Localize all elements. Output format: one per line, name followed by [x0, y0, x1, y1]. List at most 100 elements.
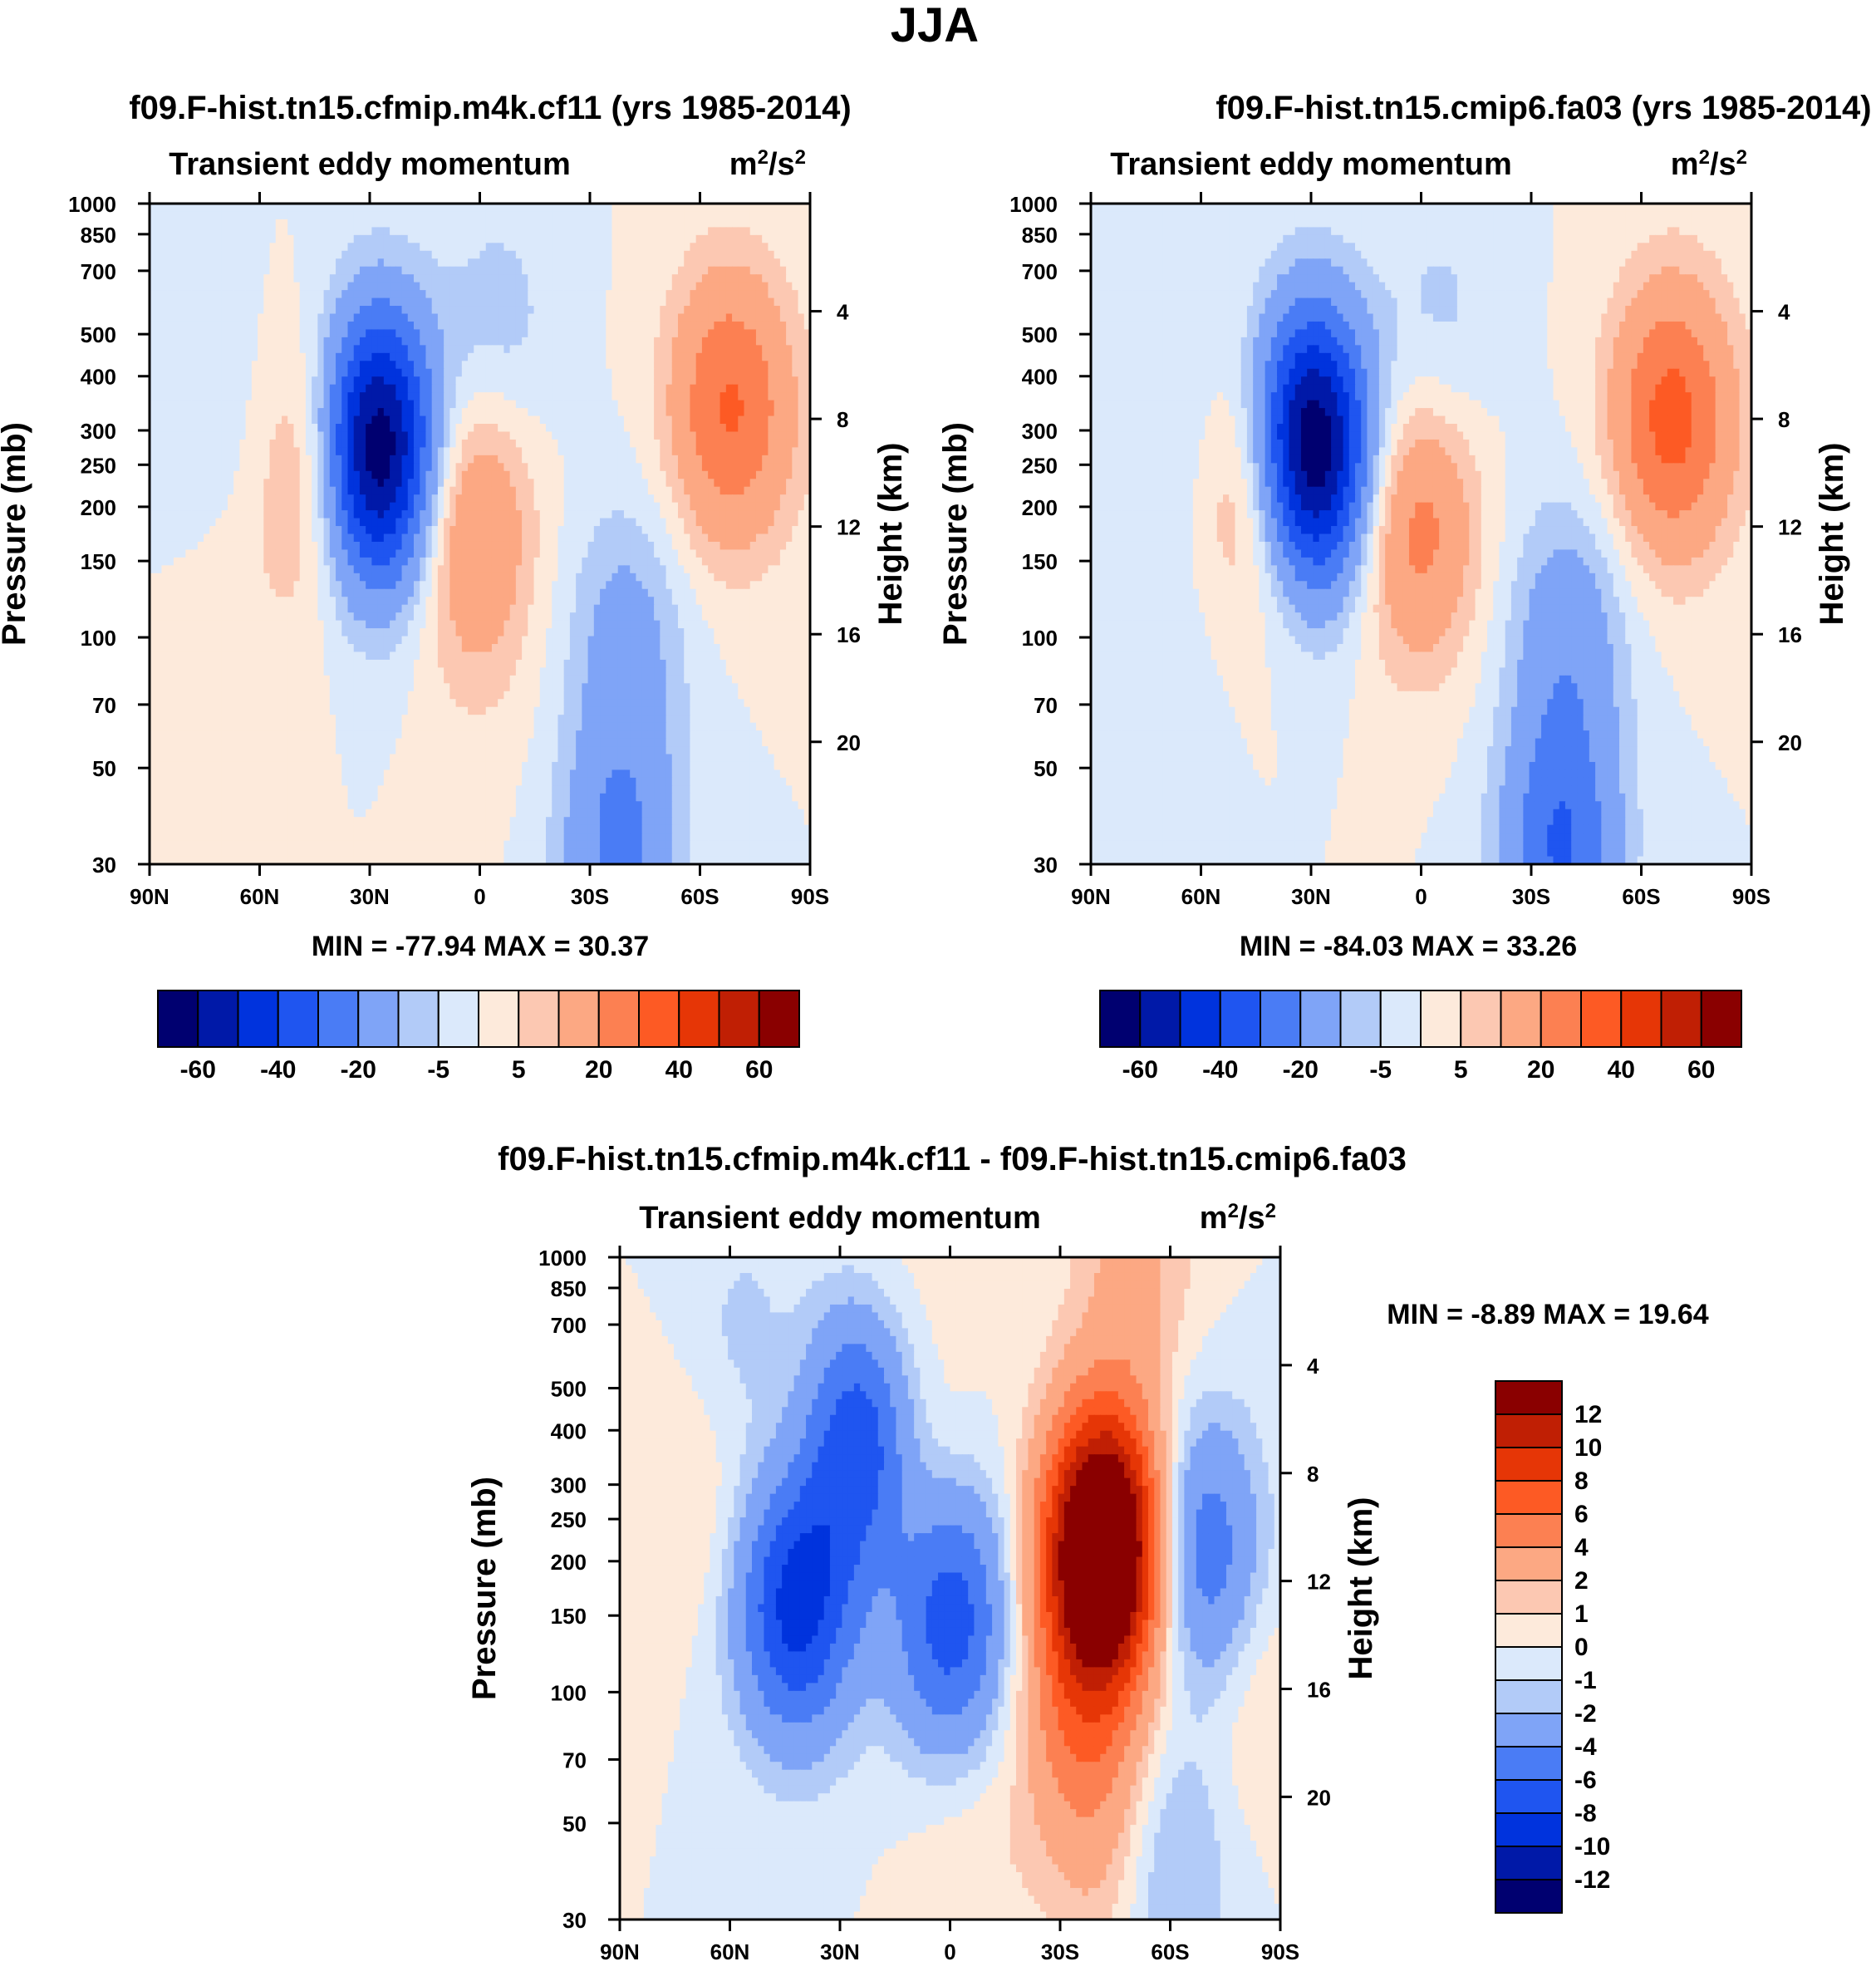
field-cell: [593, 204, 601, 213]
field-cell: [371, 463, 379, 472]
field-cell: [227, 400, 234, 409]
field-cell: [671, 518, 679, 527]
field-cell: [444, 431, 450, 440]
field-cell: [461, 376, 469, 386]
field-cell: [221, 313, 228, 322]
field-cell: [678, 282, 685, 291]
field-cell: [678, 541, 685, 551]
field-cell: [695, 479, 703, 488]
field-cell: [749, 227, 757, 236]
field-cell: [738, 313, 745, 322]
field-cell: [647, 282, 655, 291]
field-cell: [576, 518, 582, 527]
field-cell: [498, 470, 505, 479]
field-cell: [557, 234, 565, 243]
field-cell: [383, 306, 390, 315]
field-cell: [245, 361, 253, 370]
field-cell: [725, 384, 733, 393]
field-cell: [671, 282, 679, 291]
field-cell: [323, 313, 331, 322]
field-cell: [522, 204, 528, 213]
field-cell: [714, 376, 721, 386]
field-cell: [347, 455, 355, 464]
field-cell: [167, 486, 174, 495]
field-cell: [299, 439, 307, 448]
field-cell: [414, 376, 420, 386]
field-cell: [353, 400, 361, 409]
field-cell: [552, 400, 559, 409]
field-cell: [557, 274, 565, 283]
field-cell: [563, 518, 571, 527]
field-cell: [773, 329, 781, 338]
field-cell: [732, 368, 739, 377]
field-cell: [336, 243, 342, 252]
field-cell: [431, 204, 439, 213]
field-cell: [293, 337, 301, 346]
field-cell: [461, 368, 469, 377]
field-cell: [155, 290, 163, 299]
field-cell: [491, 297, 498, 307]
field-cell: [678, 502, 685, 511]
field-cell: [359, 470, 366, 479]
field-cell: [786, 219, 793, 228]
field-cell: [204, 321, 210, 331]
field-cell: [173, 234, 180, 243]
field-cell: [191, 455, 199, 464]
field-cell: [569, 486, 577, 495]
field-cell: [425, 502, 433, 511]
field-cell: [515, 211, 523, 220]
field-cell: [161, 258, 169, 268]
field-cell: [701, 447, 709, 456]
field-cell: [714, 400, 721, 409]
field-cell: [569, 258, 577, 268]
field-cell: [336, 439, 342, 448]
field-cell: [623, 321, 631, 331]
field-cell: [258, 352, 264, 361]
field-cell: [215, 502, 223, 511]
field-cell: [665, 234, 673, 243]
field-cell: [665, 211, 673, 220]
field-cell: [395, 533, 403, 543]
field-cell: [678, 479, 685, 488]
field-cell: [738, 502, 745, 511]
field-cell: [263, 313, 271, 322]
field-cell: [665, 250, 673, 259]
field-cell: [665, 549, 673, 558]
field-cell: [323, 211, 331, 220]
field-cell: [258, 510, 264, 519]
field-cell: [185, 234, 193, 243]
field-cell: [323, 470, 331, 479]
field-cell: [150, 368, 156, 377]
field-cell: [383, 470, 390, 479]
field-cell: [491, 361, 498, 370]
field-cell: [258, 549, 264, 558]
field-cell: [792, 479, 799, 488]
field-cell: [725, 234, 733, 243]
field-cell: [173, 345, 180, 354]
field-cell: [263, 486, 271, 495]
field-cell: [167, 250, 174, 259]
field-cell: [617, 502, 625, 511]
field-cell: [191, 361, 199, 370]
field-cell: [768, 290, 775, 299]
field-cell: [515, 479, 523, 488]
field-cell: [701, 533, 709, 543]
field-cell: [779, 329, 787, 338]
field-cell: [522, 494, 528, 504]
field-cell: [251, 408, 258, 417]
field-cell: [395, 408, 403, 417]
field-cell: [773, 361, 781, 370]
field-cell: [762, 345, 769, 354]
field-cell: [563, 266, 571, 275]
field-cell: [695, 439, 703, 448]
field-cell: [383, 502, 390, 511]
field-cell: [503, 463, 511, 472]
field-cell: [347, 470, 355, 479]
field-cell: [414, 313, 420, 322]
field-cell: [485, 250, 493, 259]
field-cell: [485, 470, 493, 479]
field-cell: [269, 345, 277, 354]
field-cell: [557, 211, 565, 220]
field-cell: [258, 266, 264, 275]
field-cell: [630, 219, 637, 228]
